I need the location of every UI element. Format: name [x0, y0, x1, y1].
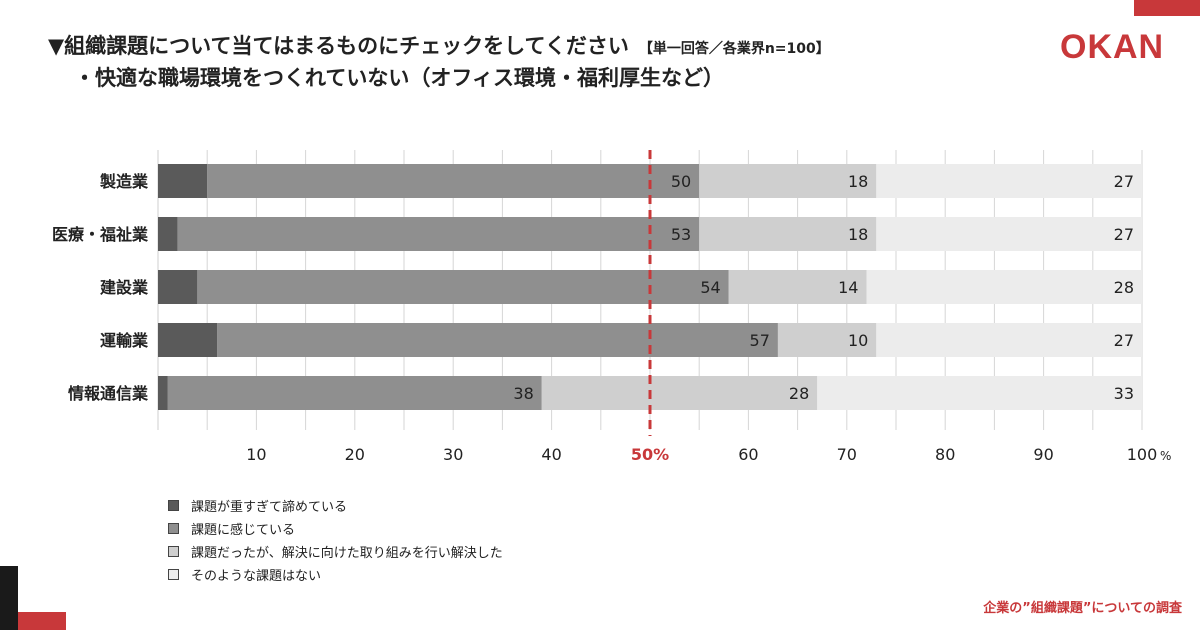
- decor-bottom-left-red-bar: [18, 612, 66, 630]
- legend-item: 課題が重すぎて諦めている: [168, 494, 503, 517]
- bar-segment: [207, 164, 700, 198]
- survey-footer: 企業の”組織課題”についての調査: [983, 601, 1182, 616]
- x-tick-label: 100: [1127, 445, 1158, 464]
- legend-swatch: [168, 500, 179, 511]
- bar-segment: [777, 323, 877, 357]
- title-text: ▼組織課題について当てはまるものにチェックをしてください: [48, 34, 629, 58]
- x-tick-label: 70: [837, 445, 857, 464]
- x-tick-label: 80: [935, 445, 955, 464]
- value-label: 28: [789, 384, 809, 403]
- value-label: 53: [671, 225, 691, 244]
- bar-segment: [699, 217, 877, 251]
- chart-legend: 課題が重すぎて諦めている 課題に感じている課題だったが、解決に向けた取り組みを行い…: [168, 494, 503, 586]
- page-title: ▼組織課題について当てはまるものにチェックをしてください 【単一回答／各業界n=1…: [48, 30, 830, 60]
- bar-segment: [817, 376, 1142, 410]
- bar-segment: [217, 323, 778, 357]
- category-label: 運輸業: [100, 331, 149, 350]
- legend-swatch: [168, 523, 179, 534]
- bar-segment: [158, 217, 178, 251]
- bar-segment: [866, 270, 1142, 304]
- legend-swatch: [168, 569, 179, 580]
- sample-note: 【単一回答／各業界n=100】: [638, 41, 830, 57]
- x-tick-label: 10: [246, 445, 266, 464]
- bar-segment: [876, 217, 1142, 251]
- legend-swatch: [168, 546, 179, 557]
- bar-segment: [158, 164, 208, 198]
- legend-item: そのような課題はない: [168, 563, 503, 586]
- bar-segment: [158, 270, 198, 304]
- okan-logo: OKAN: [1060, 28, 1165, 66]
- legend-item: 課題に感じている: [168, 517, 503, 540]
- bar-segment: [728, 270, 867, 304]
- value-label: 28: [1114, 278, 1134, 297]
- x-axis-unit: %: [1160, 449, 1171, 463]
- value-label: 33: [1114, 384, 1134, 403]
- x-tick-label: 50%: [631, 445, 669, 464]
- category-label: 情報通信業: [68, 384, 149, 403]
- bar-segment: [541, 376, 818, 410]
- value-label: 10: [848, 331, 868, 350]
- value-label: 27: [1114, 331, 1134, 350]
- bar-segment: [158, 376, 168, 410]
- category-label: 医療・福祉業: [52, 225, 149, 244]
- bar-segment: [177, 217, 700, 251]
- bar-segment: [699, 164, 877, 198]
- decor-top-right-bar: [1134, 0, 1200, 16]
- value-label: 50: [671, 172, 691, 191]
- bar-segment: [167, 376, 542, 410]
- legend-item: 課題だったが、解決に向けた取り組みを行い解決した: [168, 540, 503, 563]
- value-label: 27: [1114, 172, 1134, 191]
- bar-segment: [876, 323, 1142, 357]
- decor-bottom-left-dark-bar: [0, 566, 18, 630]
- x-tick-label: 90: [1033, 445, 1053, 464]
- x-tick-label: 60: [738, 445, 758, 464]
- legend-label: 課題が重すぎて諦めている: [191, 500, 348, 515]
- value-label: 27: [1114, 225, 1134, 244]
- legend-label: 課題だったが、解決に向けた取り組みを行い解決した: [191, 546, 503, 561]
- bar-segment: [158, 323, 218, 357]
- category-label: 製造業: [99, 172, 149, 191]
- bar-segment: [876, 164, 1142, 198]
- bar-segment: [197, 270, 729, 304]
- x-tick-label: 30: [443, 445, 463, 464]
- category-label: 建設業: [100, 278, 149, 297]
- value-label: 38: [513, 384, 533, 403]
- page-subtitle: ・快適な職場環境をつくれていない（オフィス環境・福利厚生など）: [74, 66, 724, 90]
- x-tick-label: 20: [345, 445, 365, 464]
- legend-label: そのような課題はない: [191, 569, 322, 584]
- value-label: 14: [838, 278, 858, 297]
- value-label: 54: [700, 278, 720, 297]
- x-tick-label: 40: [541, 445, 561, 464]
- value-label: 18: [848, 172, 868, 191]
- legend-label: 課題に感じている: [191, 523, 296, 538]
- value-label: 57: [750, 331, 770, 350]
- value-label: 18: [848, 225, 868, 244]
